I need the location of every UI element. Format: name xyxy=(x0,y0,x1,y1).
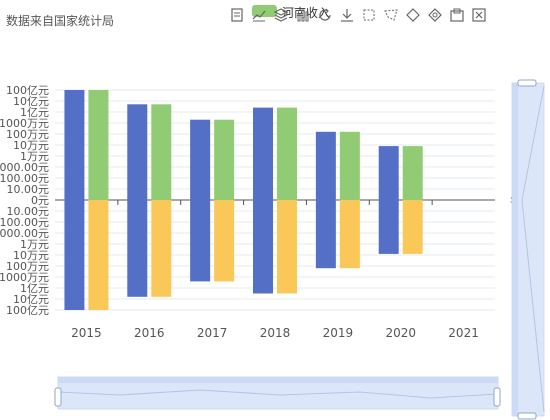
x-tick-label: 2019 xyxy=(323,326,354,340)
datazoom-vertical-side-bar xyxy=(512,83,518,416)
datazoom-horizontal-selection xyxy=(58,377,498,409)
x-tick-label: 2018 xyxy=(260,326,291,340)
chart-subtitle: 数据来自国家统计局 xyxy=(6,14,115,28)
x-tick-label: 2015 xyxy=(71,326,102,340)
bar-green xyxy=(214,119,235,200)
y-tick-label: 1万元 xyxy=(20,150,49,163)
y-tick-label: 100.00元 xyxy=(0,216,49,229)
bar-yellow xyxy=(277,200,297,294)
bar-green xyxy=(339,131,360,200)
bar-yellow xyxy=(339,200,360,269)
datazoom-vertical-selection xyxy=(512,83,544,416)
brush-polygon-icon[interactable] xyxy=(382,6,400,24)
bar-blue-up xyxy=(64,90,85,200)
bar-yellow xyxy=(88,200,109,310)
y-tick-label: 100亿元 xyxy=(6,84,49,97)
y-tick-label: 1万元 xyxy=(20,238,49,251)
y-tick-label: 1000万元 xyxy=(0,117,49,130)
brush-keep-icon[interactable] xyxy=(448,6,466,24)
y-tick-label: 10万元 xyxy=(13,139,49,152)
datazoom-horizontal-sparkline xyxy=(57,389,499,399)
bar-chart-icon[interactable] xyxy=(294,6,312,24)
bar-blue-down xyxy=(253,200,273,294)
stack-icon[interactable] xyxy=(272,6,290,24)
y-tick-label: 100万元 xyxy=(6,260,49,273)
bar-yellow xyxy=(214,200,235,282)
datazoom-vertical-sparkline xyxy=(521,85,545,413)
y-tick-label: 100.00元 xyxy=(0,172,49,185)
bar-blue-up xyxy=(127,104,148,200)
bar-blue-up xyxy=(315,131,336,200)
y-tick-label: 0元 xyxy=(31,194,49,207)
brush-rect-icon[interactable] xyxy=(404,6,422,24)
restore-icon[interactable] xyxy=(316,6,334,24)
y-tick-label: 1000.00元 xyxy=(0,227,49,240)
x-tick-label: 2016 xyxy=(134,326,165,340)
bar-blue-down xyxy=(190,200,211,282)
x-tick-label: 2020 xyxy=(385,326,416,340)
x-tick-label: 2017 xyxy=(197,326,228,340)
bar-green xyxy=(88,90,109,200)
line-chart-icon[interactable] xyxy=(250,6,268,24)
bar-green xyxy=(402,146,423,200)
y-tick-label: 100万元 xyxy=(6,128,49,141)
y-tick-label: 10.00元 xyxy=(7,205,50,218)
y-tick-label: 1亿元 xyxy=(20,282,49,295)
y-tick-label: 100亿元 xyxy=(6,304,49,317)
brush-clear-icon[interactable] xyxy=(470,6,488,24)
bar-blue-up xyxy=(190,119,211,200)
bar-blue-down xyxy=(64,200,85,310)
data-view-icon[interactable] xyxy=(228,6,246,24)
bar-yellow xyxy=(151,200,172,297)
bar-green xyxy=(277,107,297,200)
bar-blue-down xyxy=(127,200,148,297)
bar-blue-down xyxy=(315,200,336,269)
zoom-select-icon[interactable] xyxy=(360,6,378,24)
y-tick-label: 1000万元 xyxy=(0,271,49,284)
datazoom-horizontal-handle-right xyxy=(493,387,501,407)
bar-yellow xyxy=(402,200,423,254)
x-tick-label: 2021 xyxy=(448,326,479,340)
datazoom-vertical-handle-top xyxy=(517,79,537,87)
y-tick-label: 1亿元 xyxy=(20,106,49,119)
save-image-icon[interactable] xyxy=(338,6,356,24)
datazoom-horizontal-handle-left xyxy=(54,387,62,407)
bar-blue-down xyxy=(378,200,399,254)
y-tick-label: 1000.00元 xyxy=(0,161,49,174)
bar-green xyxy=(151,104,172,200)
y-tick-label: 10万元 xyxy=(13,249,49,262)
y-tick-label: 10亿元 xyxy=(13,293,49,306)
bar-blue-up xyxy=(378,146,399,200)
y-tick-label: 10.00元 xyxy=(7,183,50,196)
datazoom-horizontal-top-bar xyxy=(58,377,498,383)
datazoom-vertical-handle-bottom xyxy=(517,412,537,420)
bar-blue-up xyxy=(253,107,273,200)
brush-lasso-icon[interactable] xyxy=(426,6,444,24)
y-tick-label: 10亿元 xyxy=(13,95,49,108)
